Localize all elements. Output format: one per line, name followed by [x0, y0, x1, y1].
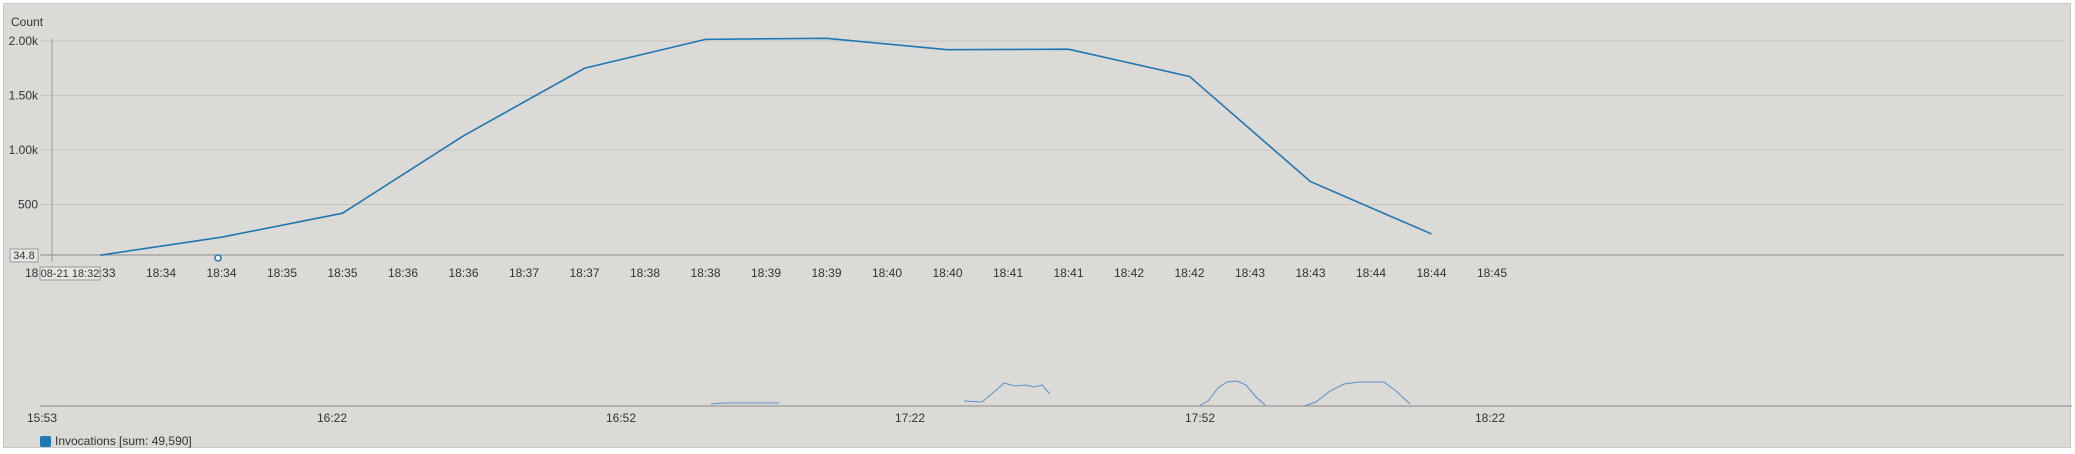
y-tick-label: 1.50k [9, 89, 39, 103]
x-tick-label: 18:40 [932, 266, 962, 280]
y-tick-label: 500 [18, 198, 38, 212]
x-tick-label: 18:34 [206, 266, 236, 280]
navigator-tick-label: 17:52 [1185, 411, 1215, 425]
crosshair-x-value: 08-21 18:32 [41, 268, 100, 280]
x-tick-label: 18:37 [569, 266, 599, 280]
x-tick-label: 18:35 [327, 266, 357, 280]
x-tick-label: 18:39 [811, 266, 841, 280]
x-tick-label: 18:43 [1235, 266, 1265, 280]
x-tick-label: 18:41 [1053, 266, 1083, 280]
navigator-series-4 [1304, 382, 1410, 406]
navigator-tick-labels: 15:53 16:22 16:52 17:22 17:52 18:22 [27, 411, 1505, 425]
navigator-tick-label: 16:52 [606, 411, 636, 425]
x-tick-label: 18:44 [1416, 266, 1446, 280]
gridlines [40, 41, 2064, 205]
navigator-tick-label: 18:22 [1475, 411, 1505, 425]
x-tick-label: 18:44 [1356, 266, 1386, 280]
navigator-tick-label: 16:22 [317, 411, 347, 425]
x-tick-label: 18:43 [1295, 266, 1325, 280]
x-tick-label: 18:41 [993, 266, 1023, 280]
x-tick-label: 18:40 [872, 266, 902, 280]
x-tick-label: 18:42 [1114, 266, 1144, 280]
x-tick-label: 18:35 [267, 266, 297, 280]
series-points [100, 38, 1431, 255]
y-axis-title: Count [11, 15, 44, 29]
navigator-tick-label: 17:22 [895, 411, 925, 425]
navigator-series-2 [964, 383, 1050, 402]
series-line-invocations [101, 38, 1432, 255]
x-tick-labels: 18:3318:3318:3418:3418:3518:3518:3618:36… [25, 266, 1507, 280]
crosshair-x-badge: 08-21 18:32 [40, 267, 100, 280]
x-tick-label: 18:39 [751, 266, 781, 280]
x-tick-label: 18:36 [448, 266, 478, 280]
y-tick-labels: 500 1.00k 1.50k 2.00k [9, 34, 39, 212]
x-tick-label: 18:42 [1174, 266, 1204, 280]
navigator[interactable]: 15:53 16:22 16:52 17:22 17:52 18:22 [27, 381, 2072, 425]
x-tick-label: 18:36 [388, 266, 418, 280]
navigator-tick-label: 15:53 [27, 411, 57, 425]
x-tick-label: 18:37 [509, 266, 539, 280]
legend-label: Invocations [sum: 49,590] [55, 434, 192, 448]
y-tick-label: 1.00k [9, 143, 39, 157]
x-tick-label: 18:38 [630, 266, 660, 280]
crosshair-y-value: 34.8 [13, 250, 34, 262]
y-tick-label: 2.00k [9, 34, 39, 48]
x-tick-label: 18:34 [146, 266, 176, 280]
x-tick-label: 18:38 [690, 266, 720, 280]
legend[interactable]: Invocations [sum: 49,590] [40, 434, 192, 448]
navigator-series-1 [711, 403, 779, 404]
navigator-series-3 [1199, 381, 1265, 406]
crosshair-y-badge: 34.8 [10, 249, 38, 262]
hover-marker [215, 255, 221, 261]
legend-swatch [40, 436, 51, 447]
x-tick-label: 18:45 [1477, 266, 1507, 280]
